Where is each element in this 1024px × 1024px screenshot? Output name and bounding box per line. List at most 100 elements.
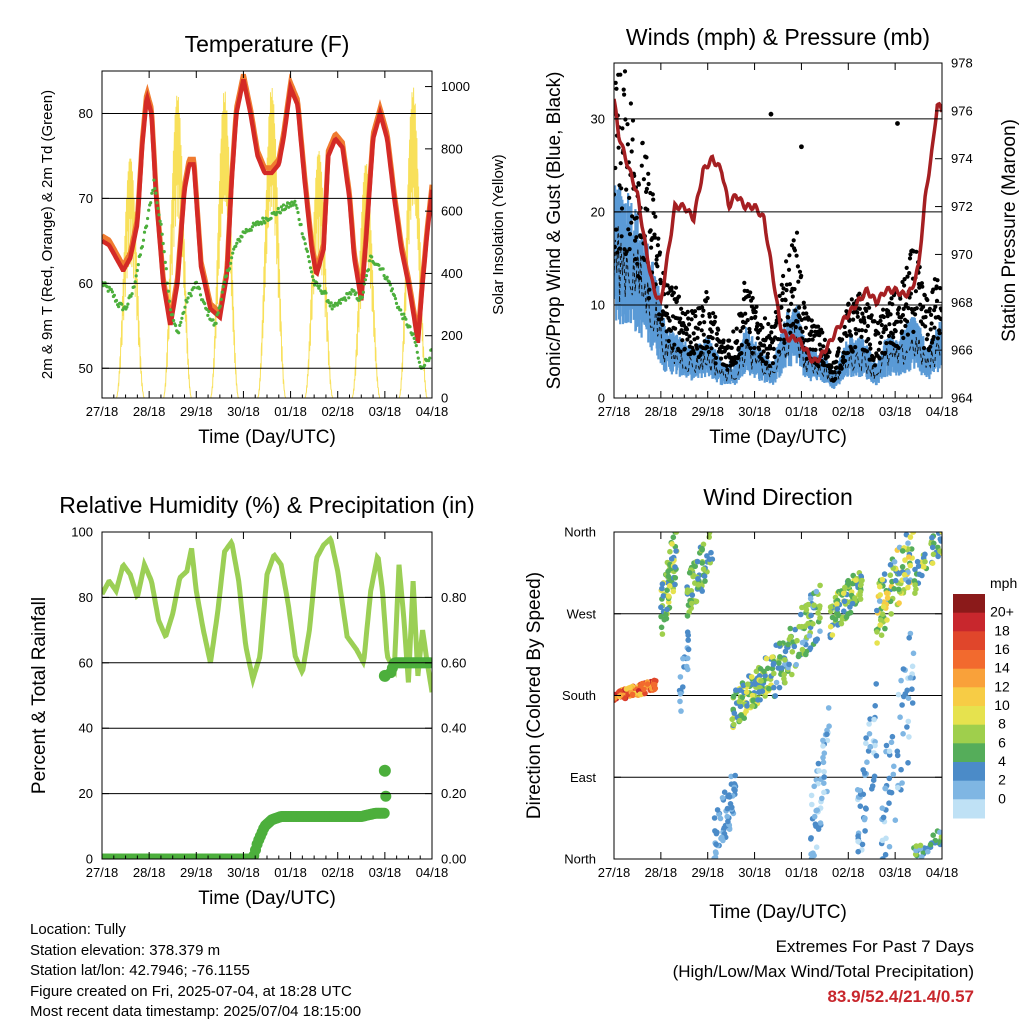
dewpoint-point xyxy=(140,245,144,249)
gust-point xyxy=(617,246,623,251)
gust-point xyxy=(797,269,803,274)
dewpoint-point xyxy=(390,287,394,291)
direction-point xyxy=(860,767,866,773)
direction-point xyxy=(824,737,831,744)
gust-point xyxy=(799,273,804,278)
direction-point xyxy=(669,541,675,547)
gust-point xyxy=(734,326,739,331)
dewpoint-point xyxy=(185,300,189,304)
direction-point xyxy=(724,813,730,820)
gust-point xyxy=(618,72,623,77)
direction-point xyxy=(641,686,647,693)
y2-tick-label: 966 xyxy=(951,343,973,358)
direction-point xyxy=(811,813,818,820)
gust-point xyxy=(897,305,902,310)
direction-point xyxy=(740,682,747,689)
y-tick-label: 30 xyxy=(591,111,605,126)
direction-point xyxy=(891,586,897,592)
gust-point xyxy=(887,322,892,327)
dewpoint-point xyxy=(417,360,421,364)
dewpoint-point xyxy=(197,287,202,291)
gust-point xyxy=(762,343,767,348)
gust-point xyxy=(781,273,786,279)
gust-point xyxy=(692,309,698,314)
gust-point xyxy=(832,370,837,375)
gust-point xyxy=(883,327,889,332)
gust-point xyxy=(755,336,760,341)
dewpoint-point xyxy=(146,216,150,221)
extremes-values: 83.9/52.4/21.4/0.57 xyxy=(827,987,974,1006)
precip-point xyxy=(378,764,391,777)
legend-swatch xyxy=(953,687,985,707)
dewpoint-point xyxy=(235,241,239,245)
gust-point xyxy=(769,330,774,335)
gust-point xyxy=(927,306,933,311)
dewpoint-point xyxy=(142,230,147,234)
gust-point xyxy=(890,302,895,307)
dewpoint-point xyxy=(306,255,310,259)
direction-point xyxy=(731,786,737,793)
gust-point xyxy=(810,337,815,342)
dewpoint-point xyxy=(150,191,154,195)
direction-point xyxy=(910,650,917,657)
direction-series xyxy=(614,532,942,859)
dewpoint-point xyxy=(317,286,321,290)
gust-point xyxy=(906,306,911,311)
solar-day-2 xyxy=(210,91,239,398)
dewpoint-point xyxy=(155,201,159,205)
gust-point xyxy=(634,215,639,220)
gust-point xyxy=(633,238,638,243)
direction-point xyxy=(874,640,880,646)
gust-point xyxy=(932,325,937,330)
direction-point xyxy=(891,559,898,565)
direction-point xyxy=(668,556,675,562)
direction-point xyxy=(689,592,696,598)
y-tick-label: 60 xyxy=(79,655,93,670)
dewpoint-point xyxy=(206,313,210,317)
gust-point xyxy=(687,322,692,327)
direction-point xyxy=(886,748,893,755)
dewpoint-point xyxy=(364,274,369,278)
direction-point xyxy=(702,578,708,584)
solar-day-0 xyxy=(115,158,145,398)
direction-point xyxy=(863,735,869,741)
direction-point xyxy=(750,697,757,703)
dewpoint-point xyxy=(170,313,175,317)
gust-point xyxy=(782,340,787,345)
direction-point xyxy=(664,606,670,613)
direction-point xyxy=(680,655,686,662)
y-tick-label: 10 xyxy=(591,297,605,312)
legend-label: 2 xyxy=(998,772,1006,788)
direction-point xyxy=(799,604,805,611)
gust-point xyxy=(817,333,822,338)
gust-point xyxy=(619,186,624,191)
gust-point xyxy=(635,261,640,266)
dewpoint-series xyxy=(102,178,432,370)
y-tick-label: 100 xyxy=(71,525,93,540)
y2-tick-label: 800 xyxy=(441,141,463,156)
direction-point xyxy=(880,603,887,610)
direction-point xyxy=(623,686,630,692)
direction-point xyxy=(879,611,886,617)
gust-point xyxy=(680,338,685,343)
dewpoint-point xyxy=(284,207,288,211)
gust-point xyxy=(626,227,631,232)
direction-point xyxy=(748,674,755,680)
direction-point xyxy=(877,583,883,590)
gust-point xyxy=(760,358,766,364)
direction-point xyxy=(838,620,845,627)
dewpoint-point xyxy=(408,325,412,329)
direction-point xyxy=(866,731,873,737)
x-tick-label: 02/18 xyxy=(832,865,865,880)
direction-point xyxy=(673,548,679,554)
x-tick-label: 29/18 xyxy=(180,404,213,419)
direction-point xyxy=(882,785,889,792)
direction-point xyxy=(864,759,870,765)
direction-point xyxy=(859,841,866,848)
gust-point xyxy=(844,309,849,314)
gust-point xyxy=(859,328,865,333)
gust-point xyxy=(731,329,736,334)
dewpoint-point xyxy=(152,178,156,182)
direction-point xyxy=(658,604,664,611)
gust-point xyxy=(790,294,795,299)
